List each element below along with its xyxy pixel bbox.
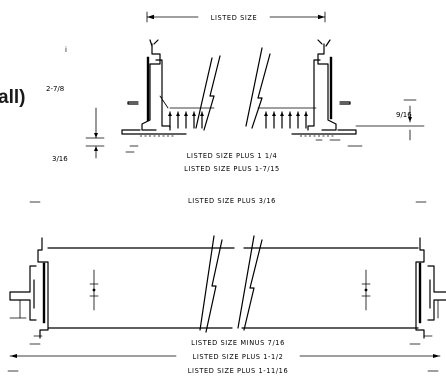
right-depth-dimension: 9/16: [355, 99, 425, 141]
bottom-dimension-label-1: LISTED SIZE MINUS 7/16: [191, 339, 285, 347]
inner-width-label-1: LISTED SIZE PLUS 1 1/4: [187, 152, 278, 160]
top-view-overall-dimension: LISTED SIZE PLUS 3/16: [29, 197, 427, 205]
overall-width-label: LISTED SIZE PLUS 3/16: [188, 197, 276, 205]
bottom-left-end-profile: [9, 237, 49, 345]
top-dimension-label: LISTED SIZE: [211, 14, 258, 22]
bottom-dimension-label-2: LISTED SIZE PLUS 1-1/2: [193, 353, 284, 361]
left-height-label: 2-7/8: [46, 85, 64, 93]
bottom-dimension-lines: LISTED SIZE MINUS 7/16 LISTED SIZE PLUS …: [7, 339, 441, 375]
left-height-dimension: 2-7/8 3/16: [46, 85, 105, 163]
top-section-view: LISTED SIZE i all) 2-7/8 3/16: [0, 11, 427, 205]
bottom-right-end-profile: [409, 237, 446, 345]
left-blade-row: [159, 95, 215, 129]
left-center-marker: [89, 269, 99, 311]
bottom-dimension-label-3: LISTED SIZE PLUS 1-11/16: [188, 367, 289, 375]
left-frame-profile: [121, 39, 187, 153]
bottom-break-lines: [199, 235, 263, 333]
bottom-section-view: LISTED SIZE MINUS 7/16 LISTED SIZE PLUS …: [7, 235, 446, 375]
inner-width-label-2: LISTED SIZE PLUS 1-7/15: [184, 165, 280, 173]
right-blade-row: [257, 107, 317, 129]
top-break-lines: [195, 47, 271, 131]
right-center-marker: [361, 269, 371, 311]
top-dimension-line: LISTED SIZE: [146, 11, 326, 23]
cropped-heading-fragment: all): [0, 87, 25, 108]
marker-i: i: [65, 46, 67, 54]
right-frame-profile: [291, 39, 363, 147]
left-lip-label: 3/16: [52, 155, 68, 163]
right-depth-label: 9/16: [396, 111, 412, 119]
